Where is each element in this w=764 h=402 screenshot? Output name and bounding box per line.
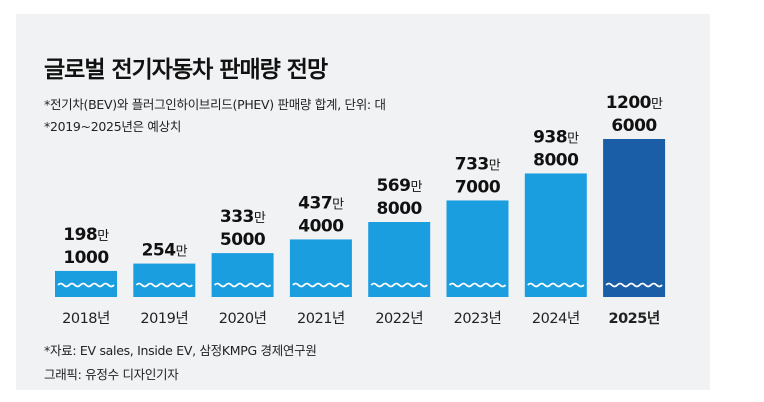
chart-note-units: *전기차(BEV)와 플러그인하이브리드(PHEV) 판매량 합계, 단위: 대 xyxy=(44,97,386,112)
bar-value-label: 1200만 xyxy=(606,93,663,113)
x-tick-label: 2021년 xyxy=(297,310,345,327)
bar-wave-decoration xyxy=(527,282,585,288)
bar-value-unit: 만 xyxy=(489,158,501,173)
bar xyxy=(446,200,509,297)
bar-value-number: 938 xyxy=(533,127,567,147)
bar-value-number: 569 xyxy=(376,176,410,196)
x-tick-label: 2024년 xyxy=(532,310,580,327)
bar-value-label: 437만 xyxy=(298,193,344,213)
bar-value-label: 198만 xyxy=(63,225,109,245)
x-tick-label: 2022년 xyxy=(375,310,423,327)
bar-value-label: 333만 xyxy=(220,207,266,227)
bar-value-number: 198 xyxy=(63,225,97,245)
bar-value-sub-label: 7000 xyxy=(455,177,501,197)
bar-value-unit: 만 xyxy=(651,97,663,112)
bar-wave-decoration xyxy=(213,282,272,288)
bar-value-number: 1200 xyxy=(606,93,652,113)
bar-value-unit: 만 xyxy=(97,229,109,244)
bar-value-number: 733 xyxy=(455,154,489,174)
chart-source: *자료: EV sales, Inside EV, 삼정KMPG 경제연구원 xyxy=(44,343,317,358)
x-tick-label: 2025년 xyxy=(608,310,659,327)
x-tick-label: 2018년 xyxy=(62,310,110,327)
bar-value-sub-label: 6000 xyxy=(611,116,657,136)
bar-wave-decoration xyxy=(448,282,507,288)
bar-value-number: 254 xyxy=(142,241,177,261)
bar-value-number: 437 xyxy=(298,193,332,213)
bar xyxy=(211,253,274,297)
bar xyxy=(603,139,666,297)
chart-card xyxy=(16,14,710,390)
bar-value-unit: 만 xyxy=(254,211,266,226)
bar xyxy=(289,239,352,297)
bar-value-sub-label: 5000 xyxy=(220,230,266,250)
bar-value-sub-label: 4000 xyxy=(298,216,344,236)
bar-value-sub-label: 1000 xyxy=(63,248,109,268)
bar-value-sub-label: 8000 xyxy=(377,199,423,219)
chart-note-forecast: *2019~2025년은 예상치 xyxy=(44,119,182,134)
x-tick-label: 2019년 xyxy=(140,310,188,327)
bar-wave-decoration xyxy=(57,282,115,288)
bar-value-unit: 만 xyxy=(567,131,579,146)
bar-wave-decoration xyxy=(370,282,428,288)
bar-value-label: 938만 xyxy=(533,127,579,147)
bar-value-number: 333 xyxy=(220,207,254,227)
bar-wave-decoration xyxy=(605,282,663,288)
bar-value-sub-label: 8000 xyxy=(533,150,579,170)
bar xyxy=(524,173,587,297)
bar-value-unit: 만 xyxy=(176,245,188,260)
bar-wave-decoration xyxy=(135,282,193,288)
bar xyxy=(133,263,196,297)
x-tick-label: 2023년 xyxy=(454,310,502,327)
bar-value-label: 569만 xyxy=(376,176,422,196)
chart-credit: 그래픽: 유정수 디자인기자 xyxy=(44,367,179,382)
chart-title: 글로벌 전기자동차 판매량 전망 xyxy=(44,57,328,83)
bar-value-label: 733만 xyxy=(455,154,501,174)
x-tick-label: 2020년 xyxy=(219,310,267,327)
bar-value-label: 254만 xyxy=(142,241,188,261)
bar-value-unit: 만 xyxy=(332,197,344,212)
bar-value-unit: 만 xyxy=(410,180,422,195)
bar-wave-decoration xyxy=(292,282,350,288)
